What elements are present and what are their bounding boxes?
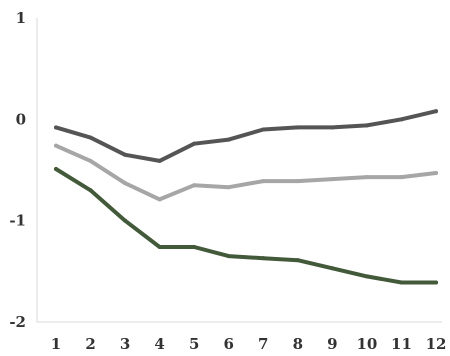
- series-1-point: [226, 137, 231, 142]
- series-1-point: [88, 135, 93, 140]
- series-line-1: [54, 109, 438, 163]
- series-1-point: [261, 127, 266, 132]
- series-1-point: [123, 152, 128, 157]
- series-1-point: [54, 125, 58, 130]
- y-tick-label: -2: [9, 313, 26, 331]
- series-3-point: [330, 266, 335, 271]
- series-2-point: [54, 143, 58, 148]
- series-3-point: [157, 245, 162, 250]
- series-2-point: [434, 171, 438, 176]
- series-2-point: [157, 197, 162, 202]
- chart-axes: [36, 18, 442, 323]
- x-tick-label: 3: [120, 335, 130, 353]
- series-3-point: [192, 245, 197, 250]
- x-tick-labels: 1 2 3 4 5 6 7 8 9 10 11 12: [51, 335, 447, 353]
- series-3-point: [54, 166, 58, 171]
- x-tick-label: 1: [51, 335, 61, 353]
- series-1-point: [434, 109, 438, 114]
- series-2-point: [295, 179, 300, 184]
- x-tick-label: 8: [293, 335, 303, 353]
- series-3-point: [364, 274, 369, 279]
- series-2-point: [261, 179, 266, 184]
- x-tick-label: 7: [258, 335, 268, 353]
- series-1-point: [295, 125, 300, 130]
- series-2-point: [88, 158, 93, 163]
- series-2-point: [226, 185, 231, 190]
- series-2-point: [330, 177, 335, 182]
- x-tick-label: 12: [426, 335, 447, 353]
- series-3-point: [226, 254, 231, 259]
- x-tick-label: 9: [327, 335, 337, 353]
- series-2-point: [399, 175, 404, 180]
- series-3-point: [123, 218, 128, 223]
- series-1-point: [399, 117, 404, 122]
- series-2-point: [192, 183, 197, 188]
- series-3-point: [399, 280, 404, 285]
- series-3-point: [261, 256, 266, 261]
- x-tick-label: 11: [391, 335, 412, 353]
- series-2-point: [123, 181, 128, 186]
- x-tick-label: 4: [154, 335, 164, 353]
- series-1-point: [330, 125, 335, 130]
- series-line-2: [54, 143, 438, 202]
- series-1-point: [192, 141, 197, 146]
- x-tick-label: 6: [224, 335, 234, 353]
- y-tick-label: 1: [16, 9, 26, 27]
- series-3-point: [295, 258, 300, 263]
- x-tick-label: 10: [356, 335, 377, 353]
- y-tick-label: -1: [9, 212, 26, 230]
- series-line-3: [54, 167, 438, 285]
- x-tick-label: 5: [189, 335, 199, 353]
- series-1-point: [157, 158, 162, 163]
- series-3-point: [434, 280, 438, 285]
- series-2-point: [364, 175, 369, 180]
- y-tick-labels: 1 0 -1 -2: [9, 9, 26, 331]
- y-tick-label: 0: [16, 110, 26, 128]
- series-1-point: [364, 123, 369, 128]
- x-tick-label: 2: [85, 335, 95, 353]
- series-3-point: [88, 188, 93, 193]
- series-lines: [54, 109, 438, 285]
